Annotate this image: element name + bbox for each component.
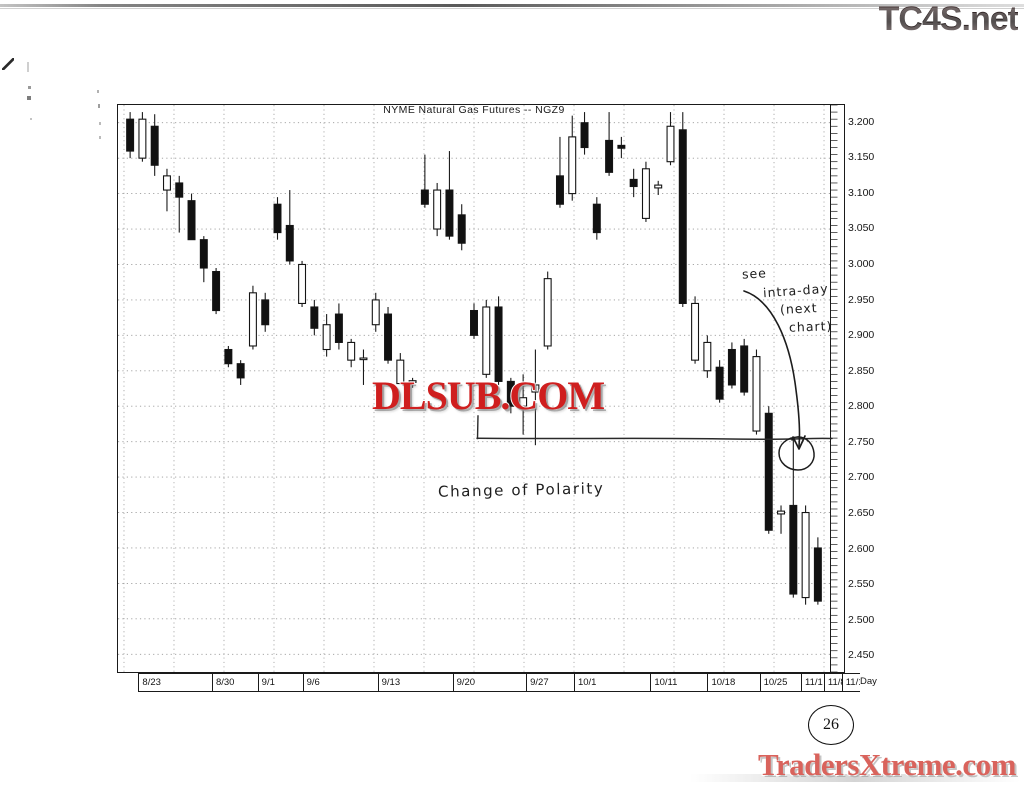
- scan-speck-icon: [28, 86, 31, 89]
- date-axis-tick-label: 9/6: [302, 673, 378, 692]
- scan-smudge-artifact: [690, 774, 1020, 782]
- price-axis-tick-label: 3.050: [848, 222, 875, 235]
- price-axis-tick-label: 2.800: [848, 400, 875, 413]
- date-axis-tick-label: 10/1: [573, 673, 651, 692]
- date-axis-tick-label: 10/11: [650, 673, 708, 692]
- date-axis-end-cap: [841, 673, 846, 692]
- tc4s-logo: TC4S.net: [878, 0, 1019, 38]
- price-axis-tick-label: 2.500: [848, 613, 875, 626]
- candlestick-chart-plot: NYME Natural Gas Futures -- NGZ9: [117, 104, 831, 673]
- scan-speck-icon: [97, 90, 99, 93]
- price-axis-tick-label: 2.600: [848, 542, 875, 555]
- price-axis-tick-label: 2.450: [848, 649, 875, 662]
- candlestick-series: [126, 112, 822, 605]
- date-axis-tick-label: 9/1: [257, 673, 303, 692]
- date-axis-tick-label: 11/1: [801, 673, 824, 692]
- date-axis-tick-label: 9/27: [526, 673, 574, 692]
- price-axis-tick-label: 2.950: [848, 293, 875, 306]
- price-axis-tick-label: 3.200: [848, 115, 875, 128]
- date-axis-tick-label: 8/30: [211, 673, 258, 692]
- price-axis-tick-label: 3.100: [848, 186, 875, 199]
- date-axis-tick-label: 9/13: [377, 673, 453, 692]
- scan-edge-artifact-secondary: [0, 8, 1024, 9]
- price-axis-tick-label: 3.000: [848, 258, 875, 271]
- chart-title: NYME Natural Gas Futures -- NGZ9: [383, 104, 565, 116]
- scan-speck-icon: [2, 58, 14, 70]
- price-axis: [831, 104, 845, 673]
- date-axis: 8/23 8/30 9/1 9/6 9/13 9/20 9/27 10/1 10/11 10/18…: [117, 673, 860, 693]
- annotation-see-line-1: see: [741, 265, 768, 282]
- price-axis-tick-label: 2.550: [848, 578, 875, 591]
- page-number-badge: 26: [808, 705, 854, 745]
- tradersxtreme-watermark: TradersXtreme.com: [757, 746, 1018, 783]
- price-axis-tick-label: 2.700: [848, 471, 875, 484]
- scan-speck-icon: [99, 122, 101, 125]
- date-axis-tick-label: 10/18: [707, 673, 760, 692]
- date-axis-tick-label: 11/8: [823, 673, 842, 692]
- scan-edge-artifact: [0, 4, 1024, 7]
- scan-speck-icon: [98, 104, 100, 108]
- scan-speck-icon: [27, 62, 29, 72]
- price-axis-tick-label: 2.850: [848, 364, 875, 377]
- dlsub-watermark: DLSUB.COM: [371, 372, 606, 419]
- scan-speck-icon: [27, 96, 31, 100]
- date-axis-tick-label: 10/25: [759, 673, 801, 692]
- date-axis-tick-label: 9/20: [452, 673, 527, 692]
- price-axis-tick-label: 2.900: [848, 329, 875, 342]
- price-axis-tick-label: 3.150: [848, 151, 875, 164]
- price-axis-ticks: [831, 105, 838, 672]
- price-axis-tick-label: 2.750: [848, 435, 875, 448]
- annotation-see-line-4: chart): [788, 318, 833, 335]
- annotation-change-of-polarity: Change of Polarity: [437, 479, 605, 501]
- scan-speck-icon: [99, 136, 101, 139]
- date-axis-unit-label: Day: [860, 676, 877, 687]
- annotation-see-line-3: (next: [779, 300, 818, 317]
- date-axis-tick-label: 8/23: [138, 673, 212, 692]
- scan-speck-icon: [30, 118, 32, 120]
- price-axis-tick-label: 2.650: [848, 506, 875, 519]
